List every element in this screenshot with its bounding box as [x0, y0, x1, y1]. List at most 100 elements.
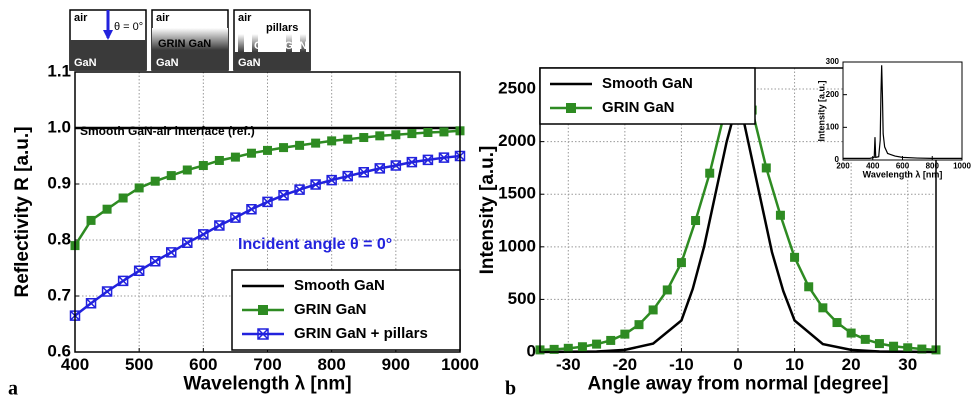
marker: [391, 130, 401, 140]
marker: [150, 176, 160, 186]
schematic-label: pillars: [266, 22, 298, 34]
marker: [246, 148, 256, 158]
chart: 200 400 600 800 1000 0 100 200 300 Wavelength λ […: [817, 57, 972, 179]
y-tick-label: 0: [527, 341, 536, 360]
marker: [343, 134, 353, 144]
marker: [423, 127, 433, 137]
marker: [85, 298, 97, 309]
marker: [691, 216, 701, 226]
marker: [375, 131, 385, 141]
legend-marker: [258, 305, 268, 315]
marker: [214, 220, 225, 231]
y-tick-label: 0.7: [47, 285, 71, 304]
marker: [917, 344, 927, 354]
pillar: [252, 34, 258, 52]
marker: [775, 210, 785, 220]
legend-label: Smooth GaN: [602, 75, 693, 92]
x-axis-title: Angle away from normal [degree]: [588, 373, 889, 394]
legend-label: GRIN GaN + pillars: [294, 325, 428, 342]
y-tick-label: 0.9: [47, 173, 71, 192]
legend-box: [539, 67, 756, 125]
x-tick-label: 600: [896, 162, 910, 171]
arrow-head: [103, 30, 113, 40]
y-tick-label: 1500: [498, 184, 536, 203]
marker: [230, 212, 241, 223]
marker: [592, 339, 602, 349]
marker: [133, 265, 145, 277]
marker: [390, 160, 402, 171]
y-axis-title: Intensity [a.u.]: [817, 80, 827, 141]
gan-layer: [152, 50, 228, 70]
marker: [182, 165, 192, 175]
marker: [438, 152, 450, 163]
marker: [761, 163, 771, 173]
schematic-label: θ = 0°: [114, 21, 143, 33]
y-tick-label: 0.8: [47, 229, 71, 248]
series-line: [843, 65, 962, 159]
marker: [295, 140, 305, 150]
marker: [359, 133, 369, 143]
legend-label: GRIN GaN: [294, 301, 367, 318]
grin-layer: [152, 28, 228, 50]
schematic-label: air: [238, 12, 252, 24]
plot-frame: [842, 61, 963, 161]
y-tick-label: 100: [826, 122, 840, 131]
marker: [279, 143, 289, 153]
x-tick-label: 400: [866, 162, 880, 171]
schematic-label: GRIN GaN: [254, 40, 307, 52]
panel-label: b: [505, 378, 516, 400]
marker: [577, 342, 587, 352]
marker: [407, 129, 417, 139]
legend-marker: [257, 328, 269, 340]
y-axis-title: Reflectivity R [a.u.]: [12, 126, 33, 297]
annotation: Smooth GaN-air interface (ref.): [80, 124, 255, 138]
marker: [263, 145, 272, 155]
marker: [563, 343, 573, 353]
y-tick-label: 1000: [498, 236, 536, 255]
chart: 400 500 600 700 800 900 1000 0.6 0.7 0.8 0.9 1.0 1.1…: [8, 61, 479, 399]
x-tick-label: 1000: [953, 162, 971, 171]
schematic-label: GaN: [156, 57, 179, 69]
marker: [832, 318, 842, 328]
schematic-label: air: [74, 12, 88, 24]
x-tick-label: 200: [836, 162, 850, 171]
x-tick-label: 400: [61, 355, 89, 374]
y-tick-label: 0: [835, 155, 840, 164]
marker: [311, 138, 321, 148]
y-tick-label: 0.6: [47, 341, 71, 360]
marker: [117, 275, 129, 287]
gan-layer: [234, 52, 310, 70]
annotation: Incident angle θ = 0°: [238, 236, 392, 253]
marker: [149, 256, 161, 267]
x-tick-label: 700: [253, 355, 281, 374]
marker: [903, 343, 913, 353]
x-tick-label: -20: [613, 355, 638, 374]
legend-label: GRIN GaN: [602, 99, 675, 116]
marker: [846, 328, 856, 338]
marker: [705, 168, 715, 178]
marker: [874, 339, 884, 349]
marker: [804, 282, 814, 292]
chart: -30 -20 -10 0 10 20 3005001000150020002500Angl…: [477, 67, 941, 400]
x-tick-label: 500: [125, 355, 153, 374]
plot-area: [843, 62, 962, 160]
marker: [374, 163, 386, 174]
y-tick-label: 500: [508, 289, 536, 308]
legend-marker: [566, 103, 576, 113]
schematic-label: GaN: [238, 57, 261, 69]
marker: [310, 179, 321, 190]
x-tick-label: 800: [317, 355, 345, 374]
marker: [634, 320, 644, 330]
marker: [214, 155, 224, 165]
marker: [860, 334, 870, 344]
marker: [889, 341, 899, 351]
marker: [406, 156, 418, 168]
marker: [262, 196, 273, 208]
panel-label: a: [8, 378, 18, 400]
y-tick-label: 1.1: [47, 61, 71, 80]
x-tick-label: -10: [669, 355, 694, 374]
pillar: [238, 34, 244, 52]
marker: [101, 286, 113, 297]
marker: [134, 183, 144, 193]
